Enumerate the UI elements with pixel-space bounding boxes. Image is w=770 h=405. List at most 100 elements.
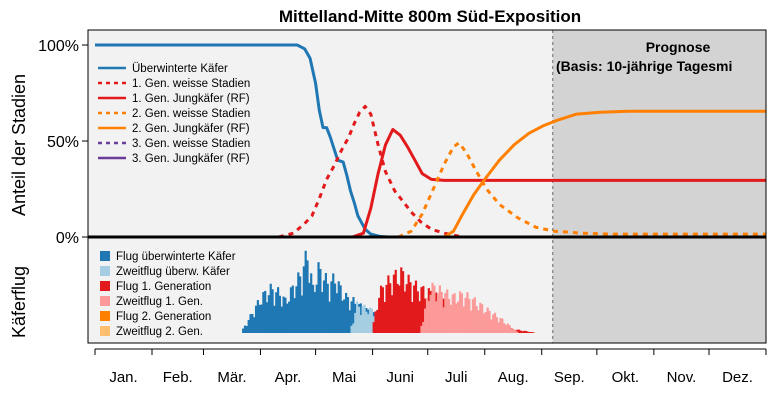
flight-bar	[258, 304, 261, 333]
flight-bar	[425, 298, 429, 333]
flight-bar	[302, 266, 305, 333]
flight-bar	[335, 293, 339, 333]
x-tick-label: Mär.	[217, 369, 246, 386]
stage-series	[95, 43, 766, 239]
flight-bar	[322, 280, 326, 333]
flight-bar	[291, 285, 294, 333]
flight-bar	[424, 308, 427, 333]
flight-bar	[394, 269, 397, 333]
plot-frame	[87, 29, 767, 344]
flight-bar	[378, 297, 381, 333]
flight-bar	[475, 306, 478, 333]
x-tick-label: Jan.	[109, 369, 137, 386]
flight-bar	[286, 303, 289, 333]
legend-label: 2. Gen. Jungkäfer (RF)	[132, 123, 250, 135]
x-tick-label: Apr.	[275, 369, 302, 386]
flight-bar	[370, 308, 373, 333]
flight-bar	[482, 313, 486, 333]
flight-bar	[527, 331, 530, 333]
flight-bar	[333, 283, 337, 333]
flight-bar	[497, 322, 500, 333]
legend-label: Zweitflug 1. Gen.	[116, 296, 203, 308]
flight-bar	[356, 301, 359, 333]
flight-bar	[488, 310, 491, 333]
flight-bar	[519, 330, 522, 333]
flight-bar	[462, 306, 465, 333]
y-axis-label-top: Anteil der Stadien	[9, 74, 29, 216]
flight-bar	[471, 299, 475, 333]
flight-bar	[289, 287, 293, 333]
flight-bar	[390, 295, 394, 333]
flight-bar	[493, 312, 497, 333]
flight-bar	[245, 326, 248, 333]
flight-bar	[372, 322, 375, 333]
flight-bar	[396, 283, 399, 333]
flight-bar	[481, 304, 484, 333]
flight-bar	[458, 291, 462, 333]
flight-bar	[273, 305, 276, 333]
x-tick-label: Mai	[332, 369, 356, 386]
x-tick-label: Juli	[445, 369, 468, 386]
flight-bar	[506, 323, 509, 333]
flight-bar	[282, 296, 285, 333]
flight-bar	[271, 289, 274, 333]
flight-bar	[253, 317, 256, 333]
flight-bar	[470, 310, 473, 333]
flight-bar	[416, 291, 419, 333]
flight-bar	[418, 301, 421, 333]
flight-bar	[276, 287, 280, 333]
flight-bar	[357, 306, 361, 333]
flight-bar	[422, 286, 425, 333]
flight-bar	[330, 281, 333, 333]
x-tick-label: Feb.	[163, 369, 193, 386]
flight-bar	[354, 312, 357, 333]
flight-bar	[332, 273, 335, 333]
flight-bar	[490, 319, 493, 333]
flight-bar	[444, 293, 447, 333]
flight-bar	[499, 318, 502, 333]
flight-bar	[510, 328, 513, 333]
flight-bar	[265, 302, 269, 333]
prognose-region	[552, 30, 766, 343]
legend-label: Flug 1. Generation	[116, 281, 211, 293]
flight-bar	[308, 282, 311, 333]
legend-label: Zweitflug überw. Käfer	[116, 266, 230, 278]
flight-bar	[315, 284, 318, 333]
prognose-title: Prognose	[646, 39, 711, 55]
flight-bar	[269, 283, 272, 333]
flight-bar	[317, 262, 320, 333]
flight-bar	[453, 293, 456, 333]
flight-bar	[451, 294, 454, 333]
flight-bar	[288, 301, 291, 333]
flight-bar	[392, 274, 396, 333]
flight-bar	[484, 312, 487, 333]
flight-bar	[381, 287, 384, 333]
flight-bar	[464, 297, 467, 333]
flight-bar	[295, 286, 298, 333]
series-line-gen2_weiss	[397, 141, 766, 239]
flight-bar	[321, 292, 324, 333]
legend-swatch	[100, 296, 110, 306]
flight-bar	[262, 292, 265, 333]
flight-bar	[440, 291, 443, 333]
flight-bar	[359, 315, 362, 333]
flight-bar	[446, 289, 449, 333]
flight-bar	[361, 306, 364, 333]
legend-label: Flug überwinterte Käfer	[116, 251, 236, 263]
flight-bar	[414, 280, 418, 333]
flight-bar	[420, 287, 423, 333]
flight-bar	[337, 281, 340, 333]
flight-bar	[346, 297, 350, 333]
flight-bar	[515, 329, 519, 333]
flight-bar	[492, 314, 495, 333]
flight-bar	[517, 329, 521, 333]
legend-stages: Überwinterte Käfer 1. Gen. weisse Stadien…	[98, 63, 250, 165]
y-tick-label: 50%	[47, 134, 79, 151]
flight-bar	[280, 306, 283, 333]
x-axis: Jan. Feb. Mär. Apr. Mai Juni Juli Aug. Sep. Okt. N…	[94, 348, 767, 386]
flight-bar	[368, 307, 372, 333]
flight-bar	[311, 284, 315, 333]
flight-bar	[521, 331, 524, 333]
flight-bar	[407, 274, 410, 333]
